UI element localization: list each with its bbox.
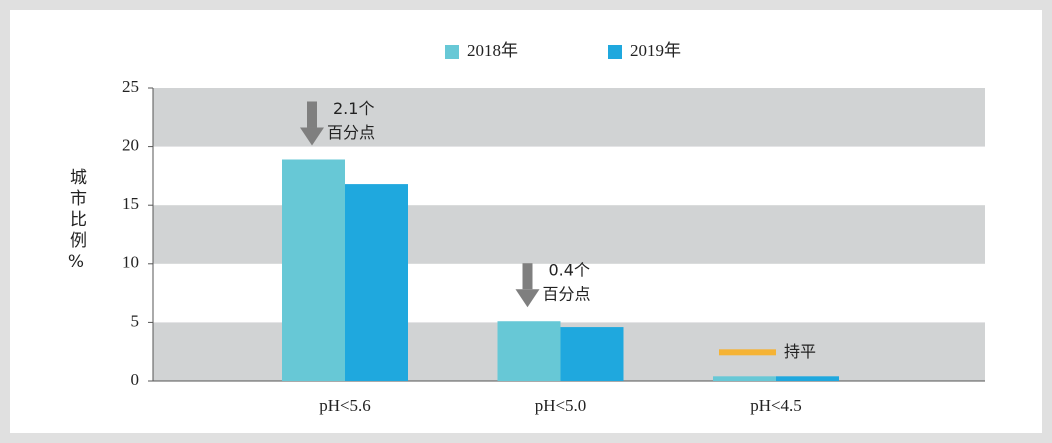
arrow-shaft [307, 101, 317, 128]
annotation: 百分点 [327, 123, 375, 142]
y-tick-label: 15 [122, 194, 139, 213]
legend-label: 2018年 [467, 41, 518, 60]
arrow-head [300, 127, 324, 146]
x-tick-label: pH<5.0 [535, 396, 587, 415]
bar [497, 321, 561, 381]
annotation: 持平 [784, 342, 816, 361]
legend-swatch [608, 45, 622, 59]
x-tick-label: pH<5.6 [319, 396, 371, 415]
y-axis-label: 城市比例% [66, 168, 86, 276]
arrow-head [515, 289, 540, 308]
arrow-shaft [522, 263, 533, 290]
grid-band [153, 205, 985, 264]
y-tick-label: 10 [122, 253, 139, 272]
y-tick-label: 0 [131, 370, 140, 389]
y-tick-label: 25 [122, 77, 139, 96]
bar [282, 159, 345, 381]
x-tick-label: pH<4.5 [750, 396, 802, 415]
bar [713, 376, 776, 381]
legend-swatch [445, 45, 459, 59]
y-tick-label: 5 [131, 311, 140, 330]
bar [776, 376, 839, 381]
y-tick-label: 20 [122, 136, 139, 155]
annotation: 0.4个 [549, 261, 590, 280]
grid-band [153, 88, 985, 147]
annotation: 百分点 [543, 285, 591, 304]
annotation: 2.1个 [333, 99, 374, 118]
bar [345, 184, 408, 381]
bar [560, 327, 624, 381]
flat-marker [719, 349, 776, 356]
legend-label: 2019年 [630, 41, 681, 60]
